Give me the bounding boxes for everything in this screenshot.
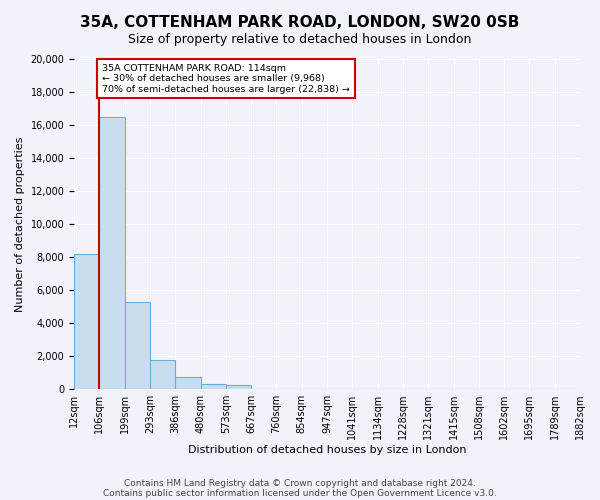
Text: 35A, COTTENHAM PARK ROAD, LONDON, SW20 0SB: 35A, COTTENHAM PARK ROAD, LONDON, SW20 0… — [80, 15, 520, 30]
Bar — [100, 117, 125, 389]
Text: 35A COTTENHAM PARK ROAD: 114sqm
← 30% of detached houses are smaller (9,968)
70%: 35A COTTENHAM PARK ROAD: 114sqm ← 30% of… — [102, 64, 350, 94]
Text: Size of property relative to detached houses in London: Size of property relative to detached ho… — [128, 32, 472, 46]
Bar — [125, 302, 150, 389]
X-axis label: Distribution of detached houses by size in London: Distribution of detached houses by size … — [188, 445, 466, 455]
Y-axis label: Number of detached properties: Number of detached properties — [15, 136, 25, 312]
Bar — [226, 385, 251, 389]
Bar — [175, 376, 200, 389]
Text: Contains HM Land Registry data © Crown copyright and database right 2024.: Contains HM Land Registry data © Crown c… — [124, 478, 476, 488]
Text: Contains public sector information licensed under the Open Government Licence v3: Contains public sector information licen… — [103, 488, 497, 498]
Bar — [200, 384, 226, 389]
Bar — [150, 360, 175, 389]
Bar — [74, 254, 100, 389]
